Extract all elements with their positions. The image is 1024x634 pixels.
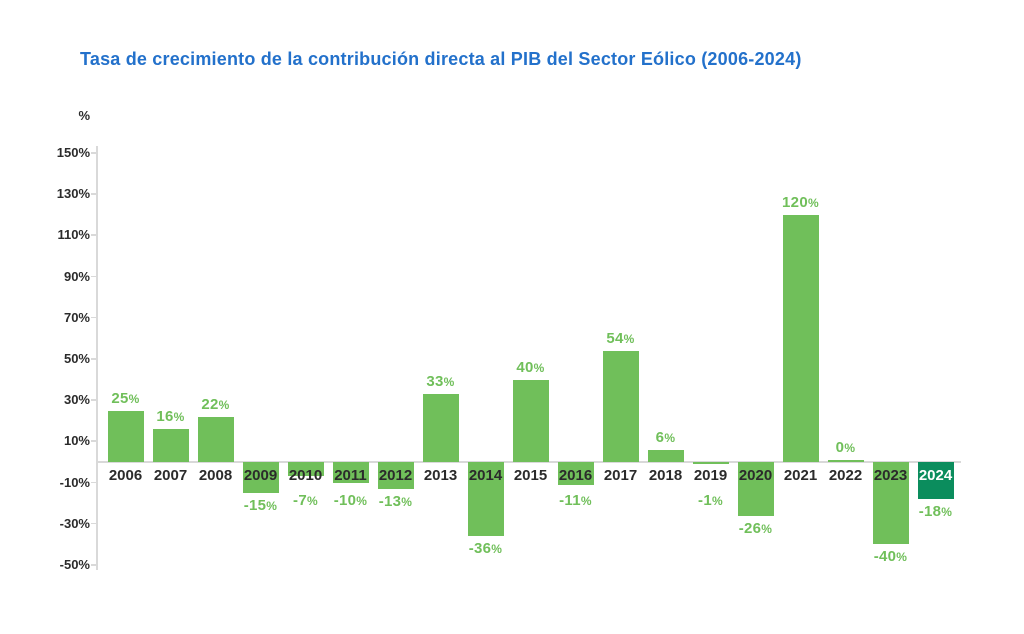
y-tick-label: 50% [63,351,90,366]
bar-2024 [917,462,954,500]
value-label-2022: 0% [835,439,856,456]
y-tick-label: -30% [59,515,90,531]
y-tick-mark [91,358,96,360]
value-label-2020: -26% [738,519,773,537]
category-label-2024: 2024 [918,467,953,484]
bar-2015 [512,379,549,462]
y-tick-label: -50% [59,557,90,572]
y-tick-label: 130% [56,186,90,202]
value-label-2021: 120% [782,193,819,211]
category-label-2016: 2016 [558,467,593,484]
value-label-2006: 25% [111,389,140,407]
y-tick-mark [91,399,96,401]
value-label-2014: -36% [468,540,503,558]
category-label-2012: 2012 [378,467,413,484]
bar-2020 [737,462,774,516]
value-label-2009: -15% [243,496,278,514]
y-tick-label: 70% [63,309,90,325]
value-label-2017: 54% [606,329,635,347]
category-label-2010: 2010 [288,467,323,484]
category-label-2009: 2009 [243,467,278,484]
category-label-2019: 2019 [693,467,728,484]
y-tick-mark [91,275,96,278]
y-tick-label: 150% [56,145,90,160]
category-label-2017: 2017 [603,467,638,484]
y-tick-mark [91,440,96,442]
bar-2010 [287,462,324,477]
y-tick-mark [91,522,96,525]
y-tick-mark [91,316,96,319]
category-label-2007: 2007 [153,467,188,484]
bar-2023 [872,462,909,545]
bar-2012 [377,462,414,489]
bar-2022 [827,460,864,462]
category-label-2018: 2018 [648,467,683,484]
value-label-2019: -1% [698,492,723,509]
category-label-2006: 2006 [108,467,143,484]
category-label-2013: 2013 [423,467,458,484]
bar-2006 [107,410,144,462]
y-tick-mark [91,193,96,195]
bar-2016 [557,462,594,485]
category-label-2022: 2022 [828,467,863,484]
y-tick-label: 90% [63,268,90,284]
bar-2017 [602,350,639,462]
y-tick-label: 110% [57,227,90,243]
bar-2019 [692,462,729,465]
value-label-2024: -18% [918,503,953,521]
bar-2014 [467,462,504,537]
value-label-2010: -7% [293,492,318,509]
y-tick-mark [91,564,96,566]
bar-2021 [782,214,819,462]
category-label-2008: 2008 [198,467,233,484]
value-label-2011: -10% [333,492,368,509]
bar-2007 [152,429,189,462]
value-label-2008: 22% [201,395,230,413]
value-label-2015: 40% [516,358,545,376]
y-tick-label: 30% [63,392,90,408]
category-label-2020: 2020 [738,467,773,484]
bar-2013 [422,394,459,462]
chart-title: Tasa de crecimiento de la contribución d… [80,49,802,69]
category-label-2011: 2011 [334,467,367,484]
value-label-2007: 16% [156,408,185,426]
y-axis-unit-label: % [78,108,90,123]
value-label-2023: -40% [873,548,908,566]
category-label-2023: 2023 [873,467,908,484]
value-label-2013: 33% [426,373,455,391]
bar-2011 [332,462,369,483]
category-label-2021: 2021 [783,467,818,484]
bar-2009 [242,462,279,493]
value-label-2016: -11% [559,492,592,509]
category-label-2014: 2014 [468,467,503,484]
value-label-2012: -13% [378,492,413,510]
bar-2008 [197,416,234,462]
y-tick-mark [91,481,96,484]
y-tick-label: -10% [59,474,90,490]
y-tick-label: 10% [63,433,90,449]
y-tick-mark [91,234,96,236]
category-label-2015: 2015 [513,467,548,484]
value-label-2018: 6% [655,428,676,446]
bar-2018 [647,449,684,462]
y-tick-mark [91,152,96,154]
y-axis-line [96,146,98,570]
